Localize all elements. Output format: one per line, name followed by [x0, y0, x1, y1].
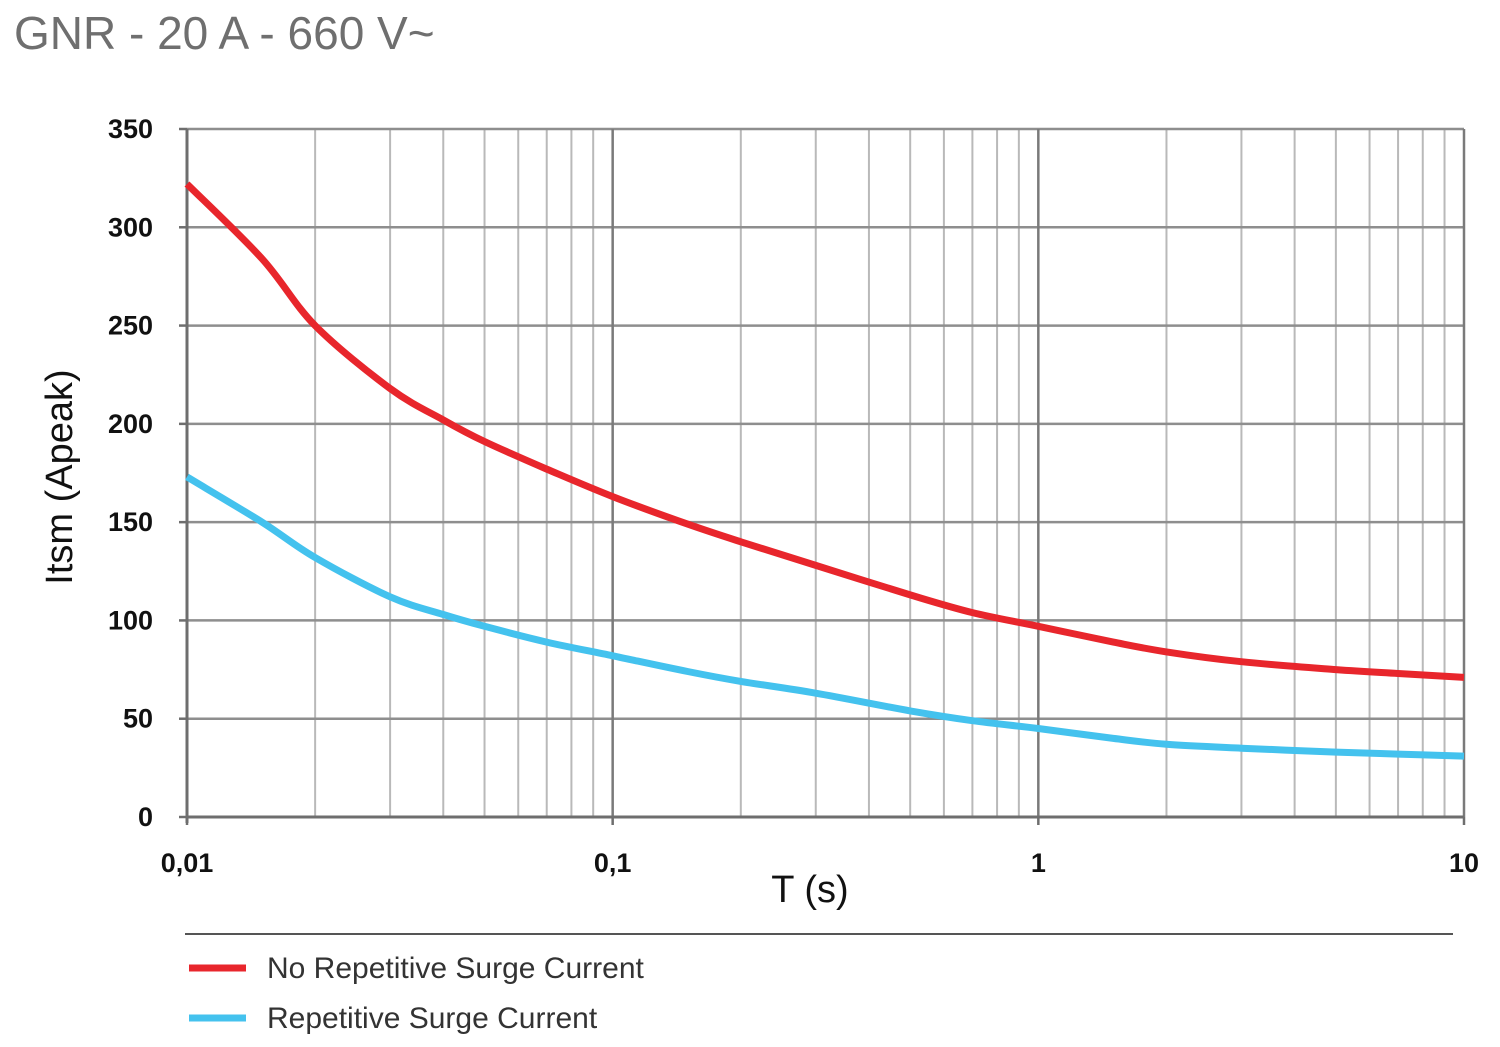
x-tick-label: 0,01	[161, 848, 214, 878]
y-tick-label: 200	[108, 409, 153, 439]
y-tick-label: 50	[123, 704, 153, 734]
legend-label: Repetitive Surge Current	[267, 1002, 598, 1035]
minor-gridlines	[314, 129, 1446, 817]
x-tick-label: 1	[1031, 848, 1046, 878]
y-tick-label: 150	[108, 507, 153, 537]
y-tick-label: 100	[108, 605, 153, 635]
series-layer	[184, 181, 1465, 760]
x-axis-label: T (s)	[771, 869, 848, 911]
series-line	[184, 181, 1465, 681]
x-tick-label: 10	[1449, 848, 1479, 878]
y-tick-label: 300	[108, 212, 153, 242]
y-tick-label: 350	[108, 114, 153, 144]
y-tick-labels: 0 50 100 150 200 250 300 350	[108, 114, 153, 832]
y-tick-label: 250	[108, 311, 153, 341]
series-line	[185, 473, 1465, 760]
legend: No Repetitive Surge Current Repetitive Su…	[189, 952, 645, 1035]
x-tick-label: 0,1	[594, 848, 632, 878]
legend-label: No Repetitive Surge Current	[267, 952, 645, 985]
y-tick-label: 0	[138, 802, 153, 832]
chart-title: GNR - 20 A - 660 V~	[14, 7, 435, 59]
x-tick-labels: 0,01 0,1 1 10	[161, 848, 1479, 878]
major-gridlines	[179, 127, 1466, 825]
y-axis-label: Itsm (Apeak)	[39, 369, 81, 584]
